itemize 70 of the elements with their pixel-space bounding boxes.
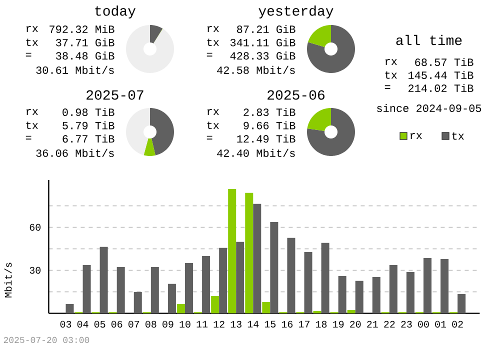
chart-title: 2025-06 bbox=[268, 90, 324, 100]
x-tick-label: 11 bbox=[196, 320, 208, 328]
text: 42.40 Mbit/s bbox=[217, 148, 295, 157]
text: 87.21 GiB bbox=[237, 24, 296, 34]
text: 37.71 GiB bbox=[56, 38, 114, 46]
x-tick-label: 01 bbox=[435, 320, 446, 328]
x-tick-label: 19 bbox=[333, 320, 344, 328]
text: rx bbox=[26, 26, 38, 32]
text: 792.32 MiB bbox=[50, 24, 114, 34]
x-tick-label: 00 bbox=[418, 320, 429, 328]
text: 68.57 TiB bbox=[415, 58, 474, 66]
text: tx bbox=[385, 71, 397, 79]
text: rx bbox=[26, 109, 38, 115]
text: = bbox=[206, 136, 212, 140]
text: 6.77 TiB bbox=[62, 134, 114, 143]
text: 9.66 TiB bbox=[244, 121, 296, 130]
x-tick-label: 09 bbox=[162, 320, 174, 328]
legend-label: tx bbox=[452, 132, 464, 140]
text: 42.58 Mbit/s bbox=[217, 66, 295, 74]
text: rx bbox=[386, 59, 397, 65]
y-axis-title: Mbit/s bbox=[4, 262, 12, 298]
x-tick-label: 17 bbox=[298, 320, 310, 328]
text: 214.02 TiB bbox=[408, 84, 474, 92]
chart-title: today bbox=[95, 5, 136, 19]
text: since 2024-09-05 bbox=[377, 104, 482, 112]
x-tick-label: 04 bbox=[77, 320, 88, 328]
y-tick-label: 30 bbox=[30, 266, 41, 274]
text: = bbox=[384, 85, 390, 89]
y-tick-label: 60 bbox=[30, 224, 41, 231]
x-tick-label: 12 bbox=[214, 320, 224, 328]
chart-title: yesterday bbox=[258, 5, 334, 19]
x-tick-label: 18 bbox=[316, 320, 327, 328]
x-tick-label: 08 bbox=[146, 320, 156, 328]
text: tx bbox=[26, 122, 38, 129]
x-tick-label: 16 bbox=[282, 320, 293, 328]
x-tick-label: 06 bbox=[111, 320, 122, 328]
x-tick-label: 07 bbox=[128, 320, 140, 328]
x-tick-label: 15 bbox=[264, 320, 276, 328]
x-tick-label: 03 bbox=[60, 320, 72, 328]
text: tx bbox=[26, 38, 38, 46]
legend-label: rx bbox=[410, 133, 422, 139]
text: rx bbox=[208, 26, 219, 32]
x-tick-label: 14 bbox=[248, 320, 259, 328]
text: 36.06 Mbit/s bbox=[36, 148, 114, 157]
x-tick-label: 21 bbox=[367, 320, 378, 328]
text: = bbox=[206, 52, 212, 56]
text: 38.48 GiB bbox=[56, 52, 114, 60]
text: 2025-07-20 03:00 bbox=[4, 336, 90, 344]
x-tick-label: 13 bbox=[230, 320, 242, 328]
text: 428.33 GiB bbox=[230, 52, 296, 60]
text: rx bbox=[208, 109, 219, 115]
text: = bbox=[26, 52, 32, 56]
text: 2.83 TiB bbox=[244, 108, 296, 116]
chart-title: 2025-07 bbox=[86, 90, 144, 100]
text: all time bbox=[396, 34, 462, 46]
text: = bbox=[26, 136, 32, 140]
x-tick-label: 23 bbox=[401, 320, 412, 328]
text: tx bbox=[207, 122, 219, 129]
x-tick-label: 22 bbox=[384, 320, 395, 328]
text: 0.98 TiB bbox=[62, 108, 114, 116]
x-tick-label: 05 bbox=[94, 320, 106, 328]
x-tick-label: 10 bbox=[180, 320, 190, 328]
x-tick-label: 02 bbox=[452, 320, 463, 328]
text: tx bbox=[207, 38, 219, 46]
text: 30.61 Mbit/s bbox=[36, 66, 114, 74]
text: 5.79 TiB bbox=[62, 121, 114, 130]
text: 145.44 TiB bbox=[408, 70, 474, 80]
text: 12.49 TiB bbox=[237, 134, 296, 143]
text: 341.11 GiB bbox=[230, 38, 296, 46]
x-tick-label: 20 bbox=[350, 320, 361, 328]
